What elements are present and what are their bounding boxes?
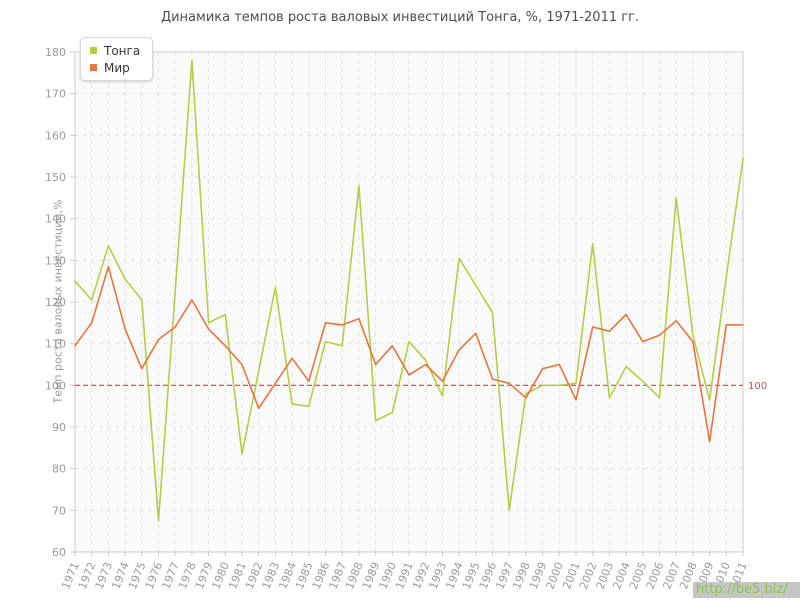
legend: Тонга Мир <box>80 37 154 81</box>
y-tick-label: 130 <box>45 254 66 267</box>
y-tick-label: 170 <box>45 88 66 101</box>
chart-title: Динамика темпов роста валовых инвестиций… <box>160 10 640 25</box>
axis-border <box>74 51 744 553</box>
y-tick-label: 160 <box>45 129 66 142</box>
y-tick-label: 180 <box>45 46 66 59</box>
tonga-swatch <box>90 47 97 54</box>
legend-label-tonga: Тонга <box>104 43 141 58</box>
y-tick-label: 110 <box>45 338 66 351</box>
y-tick-label: 90 <box>52 421 66 434</box>
y-tick-label: 70 <box>52 504 66 517</box>
y-tick-label: 150 <box>45 171 66 184</box>
y-tick-label: 60 <box>52 546 66 559</box>
y-tick-label: 100 <box>45 379 66 392</box>
legend-item-tonga[interactable]: Тонга <box>90 42 140 59</box>
legend-label-mir: Мир <box>104 60 130 75</box>
watermark-link[interactable]: http://be5.biz/ <box>693 582 800 598</box>
y-tick-label: 80 <box>52 463 66 476</box>
y-axis-title: Темп роста валовых инвестиций,% <box>51 199 65 404</box>
legend-item-mir[interactable]: Мир <box>90 59 140 76</box>
mir-swatch <box>90 64 97 71</box>
series-line-mir[interactable] <box>74 265 744 443</box>
reference-label: 100 <box>748 381 767 392</box>
series-line-tonga[interactable] <box>74 59 744 522</box>
y-tick-label: 140 <box>45 213 66 226</box>
y-tick-label: 120 <box>45 296 66 309</box>
